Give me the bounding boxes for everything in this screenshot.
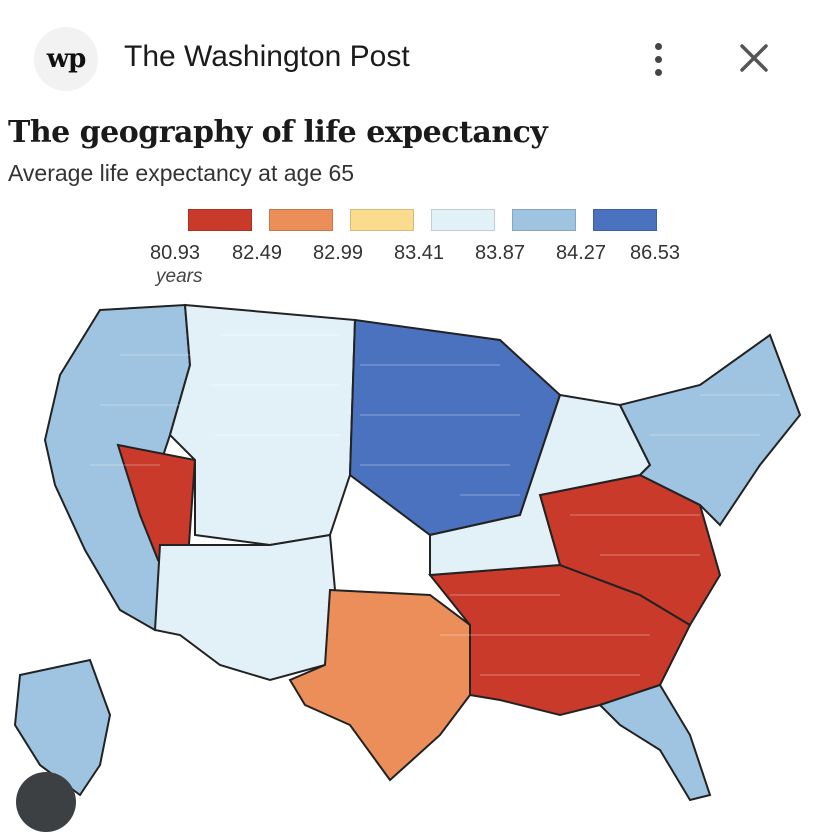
region-northeast [618, 333, 802, 527]
county-mesh [90, 334, 780, 676]
publisher-logo[interactable]: wp [34, 27, 98, 91]
legend-swatch [269, 209, 333, 231]
legend-break: 83.41 [394, 242, 445, 264]
lens-icon[interactable] [16, 772, 76, 832]
region-southwest [153, 533, 337, 682]
legend-swatch [188, 209, 252, 231]
region-texas [288, 588, 471, 782]
legend-break: 84.27 [556, 242, 607, 264]
region-alaska [13, 658, 112, 797]
legend-break: 86.53 [630, 242, 681, 264]
more-vertical-icon[interactable] [640, 38, 676, 80]
legend-swatch [350, 209, 414, 231]
region-florida [598, 683, 712, 802]
legend-swatch [593, 209, 657, 231]
legend-break: 80.93 [150, 242, 201, 264]
map-subtitle: Average life expectancy at age 65 [8, 160, 355, 186]
site-name[interactable]: The Washington Post [124, 40, 410, 73]
map-title: The geography of life expectancy [8, 115, 548, 150]
us-county-map [0, 295, 828, 808]
legend-swatch [431, 209, 495, 231]
region-mountain-west [168, 303, 357, 547]
legend-break: 82.99 [313, 242, 364, 264]
map-legend: 80.93 82.49 82.99 83.41 83.87 84.27 86.5… [150, 206, 710, 296]
legend-break: 82.49 [232, 242, 283, 264]
legend-break: 83.87 [475, 242, 526, 264]
close-icon[interactable] [734, 38, 774, 78]
legend-swatch [512, 209, 576, 231]
legend-unit: years [156, 266, 203, 287]
app-header: wp The Washington Post [0, 0, 828, 112]
